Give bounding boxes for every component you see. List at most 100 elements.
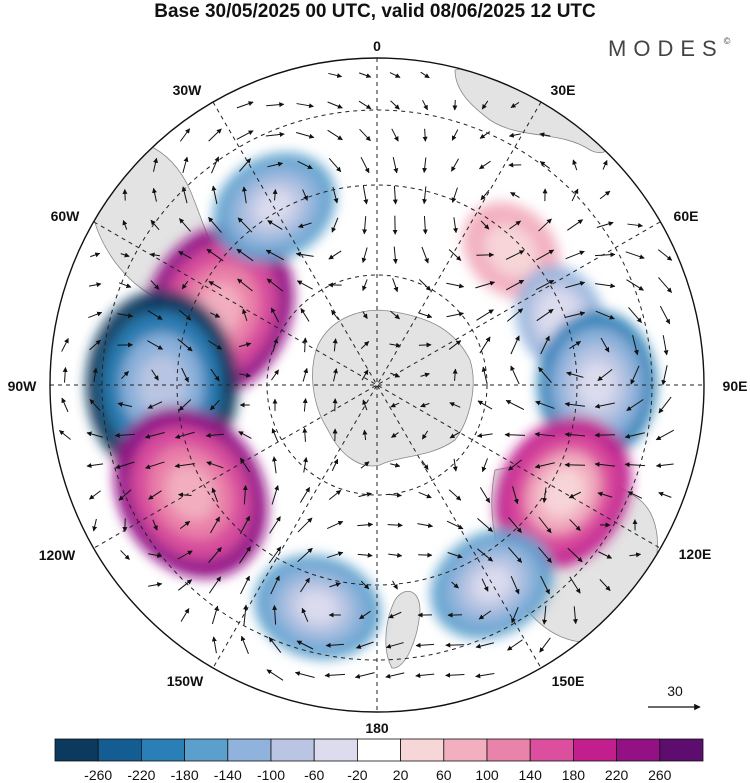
- wind-vector: [266, 102, 285, 108]
- anomaly-contour: [495, 234, 528, 267]
- wind-vector: [390, 310, 400, 320]
- wind-vector: [446, 520, 464, 530]
- wind-vector: [236, 101, 254, 109]
- wind-vector: [331, 309, 339, 321]
- wind-vector: [452, 99, 458, 111]
- colorbar: -260 -220 -180 -140 -100 -60 -20 20 60 100 140 180 2…: [54, 738, 704, 783]
- wind-vector: [296, 280, 313, 290]
- wind-vector: [392, 185, 398, 205]
- wind-vector: [115, 461, 135, 470]
- wind-vector: [152, 157, 158, 172]
- wind-vector: [418, 491, 432, 499]
- wind-vector: [179, 128, 191, 142]
- wind-vector: [626, 279, 644, 291]
- wind-vector: [120, 550, 130, 560]
- wind-vector: [241, 186, 247, 204]
- wind-vector: [508, 517, 522, 534]
- wind-vector: [391, 432, 399, 438]
- wind-vector: [415, 642, 434, 648]
- wind-vector: [181, 280, 189, 290]
- wind-vector: [452, 368, 458, 381]
- wind-vector: [625, 251, 645, 260]
- wind-vector: [535, 400, 555, 409]
- wind-vector: [151, 369, 159, 381]
- wind-vector: [148, 490, 162, 500]
- wind-vector: [61, 337, 69, 352]
- wind-vector: [597, 491, 613, 498]
- wind-vector: [272, 604, 278, 625]
- colorbar-swatch: [313, 738, 358, 762]
- wind-vector: [206, 248, 224, 262]
- wind-vector: [177, 579, 193, 591]
- wind-vector: [564, 432, 586, 438]
- wind-vector: [511, 606, 519, 624]
- wind-vector: [208, 546, 222, 563]
- wind-vector: [210, 516, 220, 534]
- wind-vector: [422, 215, 428, 235]
- modes-logo: MODES©: [608, 36, 731, 61]
- wind-vector: [180, 608, 190, 622]
- wind-vector: [324, 672, 346, 678]
- wind-vector: [239, 515, 251, 535]
- wind-vector: [296, 103, 314, 109]
- colorbar-label: 100: [475, 767, 499, 783]
- wind-vector: [540, 575, 550, 595]
- wind-vector: [420, 402, 430, 408]
- wind-vector: [655, 462, 674, 468]
- wind-vector: [510, 192, 520, 198]
- wind-vector: [117, 401, 133, 408]
- wind-vector: [572, 159, 578, 171]
- wind-vector: [512, 486, 519, 505]
- wind-vector: [177, 492, 192, 498]
- wind-vector: [359, 128, 371, 142]
- wind-vector: [452, 217, 458, 234]
- wind-vector: [420, 372, 430, 378]
- wind-vector: [147, 340, 164, 350]
- wind-vector: [178, 251, 192, 259]
- reference-vector-label: 30: [667, 683, 683, 699]
- wind-vector: [332, 338, 338, 352]
- wind-vector: [122, 219, 128, 230]
- wind-vector: [358, 492, 372, 498]
- wind-vector: [508, 459, 522, 471]
- wind-vector: [117, 313, 134, 319]
- wind-vector: [297, 517, 313, 533]
- wind-vector: [658, 396, 672, 414]
- wind-vector: [388, 552, 403, 558]
- wind-vector: [476, 432, 493, 438]
- wind-vector: [147, 401, 163, 409]
- reference-vector: 30: [648, 683, 701, 711]
- wind-vector: [329, 582, 341, 588]
- wind-vector: [658, 491, 672, 498]
- colorbar-label: 20: [393, 767, 409, 783]
- wind-vector: [388, 492, 402, 498]
- wind-vector: [148, 552, 163, 558]
- wind-vector: [362, 185, 369, 205]
- wind-vector: [505, 279, 525, 291]
- colorbar-label: -260: [84, 767, 112, 783]
- wind-vector: [89, 399, 101, 411]
- wind-vector: [239, 158, 251, 172]
- wind-vector: [417, 523, 434, 529]
- longitude-labels: 0 30E 60E 90E 120E 150E 180 150W 120W 90…: [8, 38, 748, 736]
- wind-vector: [89, 339, 101, 351]
- wind-vector: [628, 307, 642, 323]
- wind-vector: [415, 672, 435, 678]
- wind-vector: [211, 156, 220, 174]
- wind-vector: [237, 217, 253, 233]
- colorbar-label: -60: [304, 767, 324, 783]
- wind-vector: [236, 248, 254, 262]
- wind-vector: [266, 669, 284, 681]
- wind-vector: [565, 311, 586, 318]
- colorbar-swatch: [356, 738, 401, 762]
- wind-vector: [205, 432, 224, 438]
- wind-vector: [480, 220, 490, 230]
- wind-vector: [294, 671, 315, 679]
- wind-vector: [624, 462, 646, 468]
- wind-vector: [661, 365, 668, 386]
- wind-vector: [86, 431, 104, 438]
- wind-vector: [121, 370, 129, 380]
- wind-vector: [447, 552, 463, 559]
- wind-vector: [538, 366, 552, 383]
